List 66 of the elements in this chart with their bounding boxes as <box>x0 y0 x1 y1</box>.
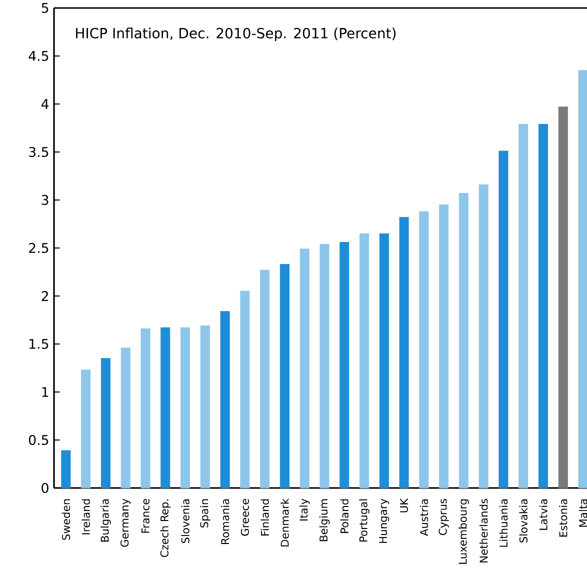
y-tick-label: 3 <box>42 194 48 206</box>
x-tick-label: Luxembourg <box>458 499 469 564</box>
x-tick-label: Lithuania <box>499 499 508 547</box>
x-tick-label: Ireland <box>82 499 90 534</box>
x-tick-label: Cyprus <box>438 498 449 536</box>
bar <box>399 217 409 488</box>
bar <box>300 248 310 488</box>
bar <box>220 311 230 488</box>
bar <box>81 370 91 488</box>
x-tick-label: Spain <box>200 499 210 528</box>
x-tick-label: Belgium <box>319 499 330 542</box>
bar <box>340 242 350 488</box>
bar <box>538 124 548 488</box>
bar <box>578 70 587 488</box>
bar <box>260 270 270 488</box>
y-tick-label: 1.5 <box>30 339 48 349</box>
bar <box>100 358 110 488</box>
x-tick-label: UK <box>400 498 408 512</box>
x-tick-label: Netherlands <box>479 498 488 562</box>
x-tick-label: France <box>142 498 150 533</box>
bar <box>160 327 170 488</box>
x-tick-label: Romania <box>220 499 230 544</box>
x-tick-label: Malta <box>578 499 587 527</box>
x-tick-label: Portugal <box>359 499 370 542</box>
bar <box>180 327 190 488</box>
x-tick-label: Greece <box>240 498 249 536</box>
bar <box>419 211 429 488</box>
x-tick-label: Bulgaria <box>100 499 111 542</box>
bar <box>498 150 508 488</box>
bar <box>280 264 290 488</box>
bar <box>379 233 389 488</box>
text: HICP Inflation, Dec. 2010-Sep. 2011 (Percent) <box>76 28 396 42</box>
bar <box>439 204 449 488</box>
x-tick-label: Denmark <box>280 498 289 546</box>
bar <box>558 106 568 488</box>
y-tick-label: 0.5 <box>28 434 48 446</box>
y-tick-label: 4 <box>41 99 49 109</box>
bar <box>200 325 210 488</box>
bar <box>478 184 488 488</box>
y-tick-label: 0 <box>42 482 48 494</box>
bar <box>140 328 150 488</box>
x-tick-label: Sweden <box>62 499 70 540</box>
bar <box>61 450 71 488</box>
y-tick-label: 4.5 <box>28 51 48 61</box>
x-tick-label: Latvia <box>539 499 548 530</box>
bar <box>458 193 468 488</box>
x-tick-label: Finland <box>260 499 269 536</box>
x-tick-label: Hungary <box>379 498 390 543</box>
y-tick-label: 2 <box>42 291 48 301</box>
x-tick-label: Slovenia <box>181 499 190 544</box>
y-tick-label: 5 <box>42 3 48 13</box>
bar <box>359 233 370 488</box>
x-tick-label: Germany <box>120 498 131 547</box>
x-tick-label: Austria <box>420 499 428 536</box>
y-tick-label: 1 <box>42 387 48 397</box>
x-tick-label: Italy <box>299 498 310 520</box>
y-tick-label: 3.5 <box>29 146 48 158</box>
x-tick-label: Estonia <box>559 499 568 537</box>
bar <box>320 244 330 488</box>
x-tick-label: Slovakia <box>519 499 528 542</box>
bar <box>518 124 528 488</box>
bar <box>240 290 250 488</box>
x-tick-label: Czech Rep. <box>160 500 171 558</box>
y-tick-label: 2.5 <box>29 242 48 254</box>
x-tick-label: Poland <box>340 499 348 533</box>
bar <box>120 348 130 488</box>
